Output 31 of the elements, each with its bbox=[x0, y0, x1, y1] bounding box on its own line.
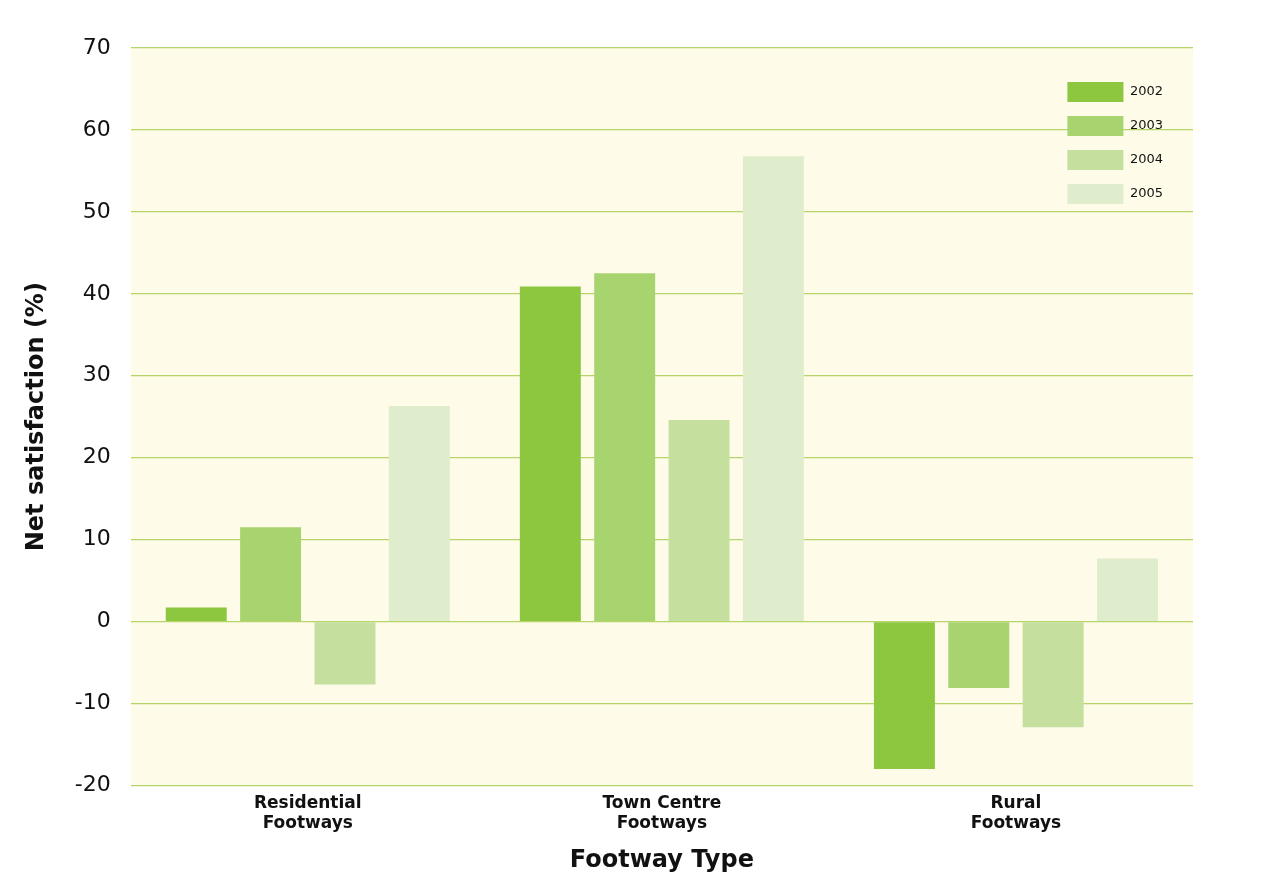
y-tick-label: 70 bbox=[82, 33, 111, 59]
legend-label: 2005 bbox=[1129, 185, 1164, 201]
bar bbox=[668, 419, 730, 621]
y-tick-label: 50 bbox=[82, 197, 111, 223]
y-tick-label: -10 bbox=[74, 689, 111, 715]
y-tick-label: -20 bbox=[74, 771, 111, 797]
legend-label: 2002 bbox=[1129, 83, 1164, 99]
y-tick-label: 30 bbox=[82, 361, 111, 387]
y-tick-label: 40 bbox=[82, 279, 111, 305]
bar bbox=[742, 156, 804, 621]
y-tick-label: 20 bbox=[82, 443, 111, 469]
y-axis-title: Net satisfaction (%) bbox=[20, 282, 49, 552]
bar bbox=[165, 607, 227, 621]
x-tick-label: Residential Footways bbox=[253, 792, 362, 833]
legend-label: 2004 bbox=[1129, 151, 1164, 167]
bar bbox=[388, 406, 450, 621]
y-tick-label: 0 bbox=[96, 607, 111, 633]
bar bbox=[1097, 558, 1158, 621]
x-tick-label: Town Centre Footways bbox=[602, 792, 722, 833]
bar bbox=[1022, 622, 1084, 728]
y-tick-label: 10 bbox=[82, 525, 111, 551]
bar bbox=[948, 622, 1010, 688]
bar bbox=[314, 622, 376, 685]
bar bbox=[519, 286, 581, 621]
bar bbox=[240, 527, 302, 621]
legend-label: 2003 bbox=[1129, 117, 1164, 133]
bar bbox=[594, 273, 656, 621]
y-tick-label: 60 bbox=[82, 115, 111, 141]
x-tick-label: Rural Footways bbox=[970, 792, 1062, 833]
bar bbox=[873, 622, 935, 770]
x-axis-title: Footway Type bbox=[569, 844, 754, 873]
